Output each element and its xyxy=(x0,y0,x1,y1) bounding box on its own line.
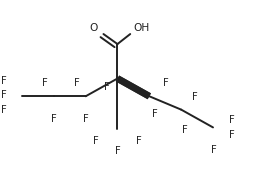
Text: F: F xyxy=(163,78,169,88)
Text: F: F xyxy=(229,115,235,125)
Text: F: F xyxy=(51,113,57,124)
Text: F: F xyxy=(104,82,110,92)
Text: F: F xyxy=(182,125,188,135)
Text: F: F xyxy=(93,136,99,146)
Text: F: F xyxy=(136,136,142,146)
Text: F: F xyxy=(42,78,48,88)
Text: F: F xyxy=(229,130,235,140)
Text: O: O xyxy=(89,24,97,33)
Text: F: F xyxy=(1,90,7,100)
Text: F: F xyxy=(115,146,120,156)
Text: F: F xyxy=(212,145,217,155)
Text: F: F xyxy=(74,78,80,88)
Text: F: F xyxy=(1,105,7,115)
Text: F: F xyxy=(83,113,88,124)
Text: F: F xyxy=(152,109,157,119)
Text: OH: OH xyxy=(134,24,150,33)
Text: F: F xyxy=(1,76,7,86)
Text: F: F xyxy=(192,92,198,102)
